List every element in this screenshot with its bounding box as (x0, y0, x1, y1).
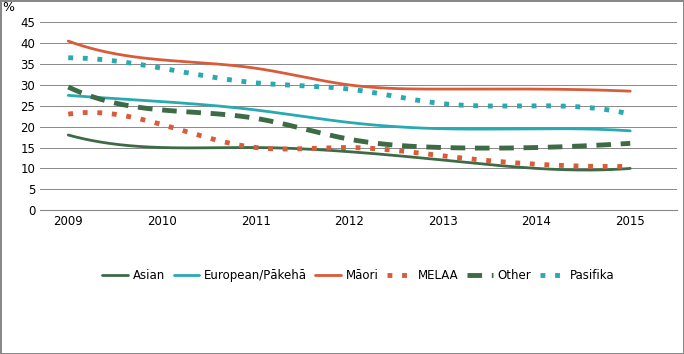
Y-axis label: %: % (3, 1, 14, 14)
Legend: Asian, European/Pākehā, Māori, MELAA, Other, Pasifika: Asian, European/Pākehā, Māori, MELAA, Ot… (98, 264, 620, 287)
